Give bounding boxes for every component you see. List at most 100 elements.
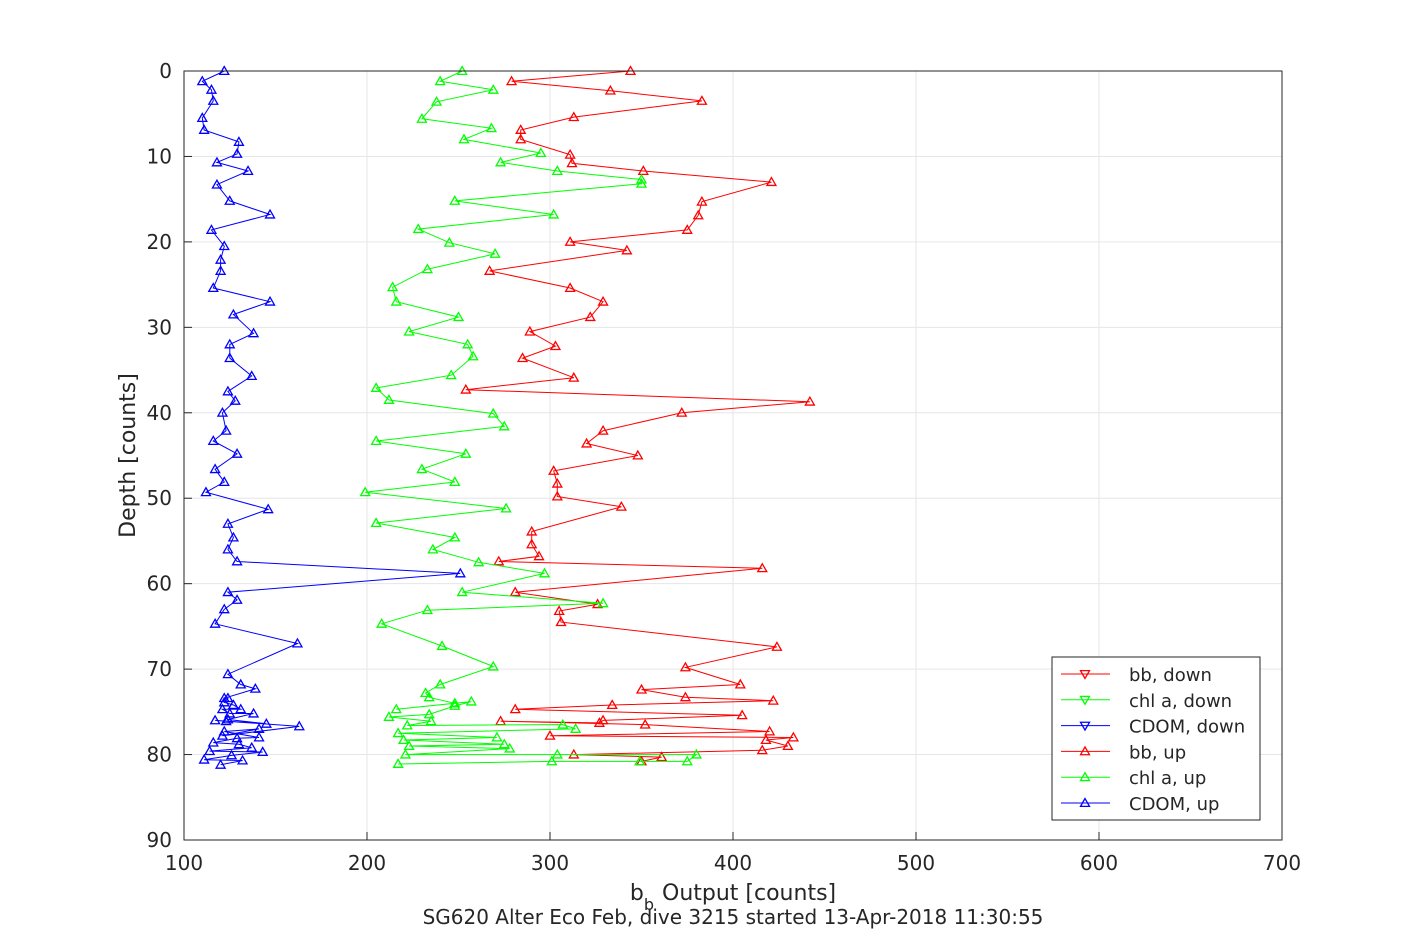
- data-point: [515, 133, 527, 144]
- data-point: [509, 703, 521, 714]
- data-point: [227, 699, 240, 710]
- data-point: [485, 122, 498, 133]
- data-point: [392, 727, 404, 738]
- data-point: [500, 502, 512, 513]
- data-point: [216, 703, 229, 714]
- data-point: [264, 295, 276, 306]
- data-point: [597, 295, 609, 306]
- data-point: [423, 708, 435, 719]
- data-point: [548, 465, 560, 475]
- data-point: [449, 476, 461, 487]
- data-point: [370, 382, 382, 393]
- data-point: [416, 463, 428, 474]
- data-point: [257, 746, 269, 757]
- data-point: [246, 741, 258, 752]
- data-point: [454, 567, 466, 578]
- data-point: [203, 745, 216, 756]
- data-point: [696, 95, 708, 105]
- data-point: [637, 165, 649, 175]
- data-point: [535, 147, 547, 158]
- data-point: [222, 713, 234, 724]
- data-point: [214, 254, 227, 264]
- data-point: [209, 618, 221, 628]
- data-point: [756, 562, 768, 573]
- data-point: [538, 567, 551, 578]
- legend-item: chl a, down: [1061, 691, 1232, 712]
- data-point: [566, 157, 578, 168]
- data-point: [218, 240, 230, 251]
- data-point: [553, 605, 565, 616]
- data-point: [222, 586, 234, 597]
- legend-marker: [1079, 797, 1091, 808]
- data-point: [465, 695, 477, 706]
- data-point: [551, 748, 563, 759]
- data-point: [597, 597, 609, 608]
- y-tick-label: 80: [147, 743, 172, 767]
- data-point: [679, 661, 692, 672]
- data-point: [624, 65, 637, 76]
- data-point: [473, 556, 485, 567]
- data-point: [505, 75, 518, 86]
- data-point: [635, 173, 648, 184]
- data-point: [526, 538, 538, 549]
- legend-label: CDOM, up: [1129, 794, 1219, 815]
- data-point: [211, 178, 223, 189]
- data-point: [200, 486, 212, 497]
- data-point: [462, 338, 474, 349]
- data-point: [763, 725, 776, 736]
- legend-label: CDOM, down: [1129, 717, 1245, 738]
- data-point: [421, 263, 434, 274]
- data-point: [615, 500, 627, 511]
- data-point: [207, 736, 219, 747]
- legend-label: bb, down: [1129, 665, 1212, 686]
- data-point: [458, 133, 470, 144]
- legend-marker: [1079, 721, 1091, 732]
- data-point: [483, 265, 496, 275]
- y-tick-label: 30: [147, 315, 172, 339]
- data-point: [214, 265, 227, 275]
- data-point: [460, 383, 472, 394]
- data-point: [247, 707, 260, 718]
- data-point: [787, 731, 800, 742]
- data-point: [456, 586, 468, 597]
- data-point: [456, 65, 468, 76]
- data-point: [225, 749, 238, 760]
- data-point: [593, 717, 606, 727]
- data-point: [551, 490, 563, 501]
- legend-marker: [1079, 695, 1091, 706]
- x-tick-label: 400: [714, 851, 752, 875]
- data-point: [209, 714, 221, 725]
- y-axis-label: Depth [counts]: [116, 373, 141, 538]
- data-point: [198, 124, 210, 134]
- data-point: [621, 244, 633, 255]
- data-point: [443, 236, 455, 247]
- y-tick-label: 90: [147, 828, 172, 852]
- data-point: [679, 691, 692, 702]
- x-tick-label: 600: [1080, 851, 1118, 875]
- data-point: [568, 371, 580, 382]
- data-point: [209, 463, 221, 474]
- data-point: [222, 668, 234, 679]
- data-point: [544, 729, 556, 740]
- data-point: [498, 738, 510, 749]
- data-point: [224, 352, 236, 363]
- data-point: [634, 755, 646, 766]
- data-point: [253, 723, 265, 733]
- data-point: [696, 195, 708, 206]
- data-point: [445, 369, 457, 380]
- x-axis-label: bb Output [counts]: [630, 881, 836, 914]
- data-point: [526, 525, 538, 536]
- data-point: [434, 678, 446, 689]
- data-point: [425, 715, 437, 726]
- series-line: [201, 70, 461, 766]
- data-point: [216, 729, 229, 740]
- data-point: [555, 616, 567, 627]
- data-point: [247, 327, 260, 338]
- legend-label: chl a, up: [1129, 768, 1206, 789]
- data-point: [767, 694, 779, 705]
- data-point: [399, 748, 412, 759]
- data-point: [509, 586, 521, 597]
- x-tick-label: 200: [348, 851, 386, 875]
- data-point: [548, 208, 560, 219]
- data-point: [436, 640, 448, 651]
